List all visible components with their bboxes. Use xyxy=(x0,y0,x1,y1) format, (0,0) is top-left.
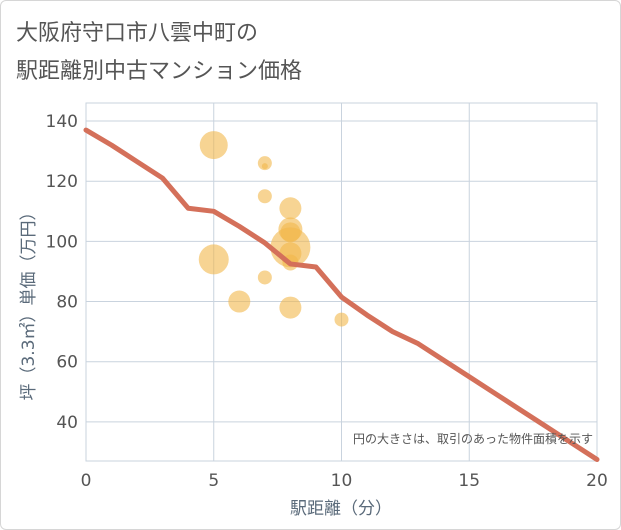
bubble-point xyxy=(198,244,229,275)
grid-lines xyxy=(86,103,597,461)
bubble-point xyxy=(228,290,251,313)
x-tick-label: 10 xyxy=(331,471,353,491)
y-tick-label: 80 xyxy=(56,293,78,313)
x-axis-ticks: 0 5 10 15 20 xyxy=(81,471,608,491)
trend-line xyxy=(83,127,600,462)
bubble-point xyxy=(257,156,272,171)
bubble-point xyxy=(334,312,349,327)
chart-title-line-2: 駅距離別中古マンション価格 xyxy=(16,59,302,84)
bubble-point xyxy=(279,197,302,220)
y-axis-ticks: 40 60 80 100 120 140 xyxy=(46,112,78,433)
x-tick-label: 15 xyxy=(458,471,480,491)
y-tick-label: 100 xyxy=(46,232,78,252)
trend-line-group xyxy=(83,127,600,462)
y-tick-label: 120 xyxy=(46,172,78,192)
x-axis-label: 駅距離（分） xyxy=(290,499,392,519)
x-tick-label: 20 xyxy=(586,471,608,491)
chart-note: 円の大きさは、取引のあった物件面積を示す xyxy=(353,431,593,446)
x-tick-label: 0 xyxy=(81,471,92,491)
y-axis-label: 坪（3.3㎡）単価（万円） xyxy=(19,203,39,400)
bubble-point xyxy=(261,163,268,170)
x-tick-label: 5 xyxy=(208,471,219,491)
bubble-point xyxy=(199,131,228,160)
y-tick-label: 140 xyxy=(46,112,78,132)
y-tick-label: 40 xyxy=(56,413,78,433)
bubble-point xyxy=(279,296,302,319)
bubble-point xyxy=(257,270,272,285)
y-tick-label: 60 xyxy=(56,353,78,373)
bubble-point xyxy=(257,189,272,204)
chart-title-line-1: 大阪府守口市八雲中町の xyxy=(16,21,258,46)
